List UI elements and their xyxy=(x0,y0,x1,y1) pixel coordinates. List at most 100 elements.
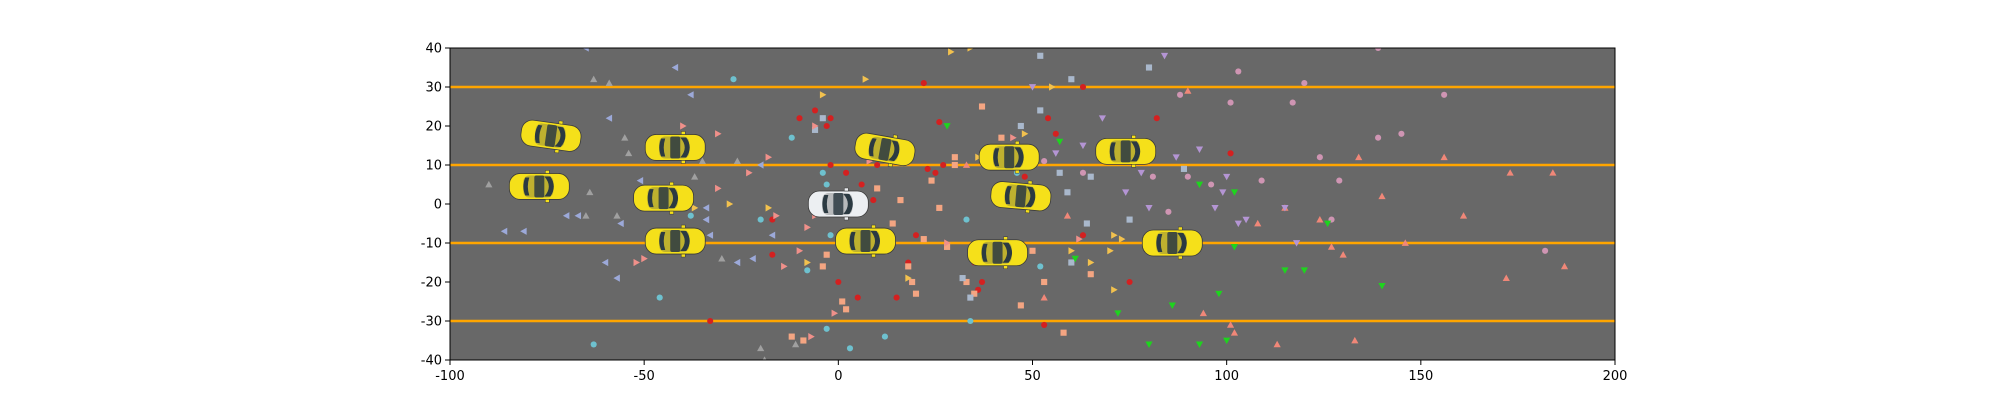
circle-marker xyxy=(1177,91,1184,98)
circle-marker xyxy=(1227,150,1234,157)
circle-marker xyxy=(1375,134,1382,141)
circle-marker xyxy=(823,122,830,130)
triangle-right-marker xyxy=(862,75,870,83)
triangle-right-marker xyxy=(1107,247,1114,255)
circle-marker xyxy=(1044,115,1052,122)
triangle-left-marker xyxy=(500,227,508,235)
vehicle xyxy=(633,181,694,215)
triangle-down-marker xyxy=(1215,290,1223,298)
triangle-down-marker xyxy=(1145,341,1153,348)
triangle-up-marker xyxy=(1254,219,1262,227)
triangle-up-marker xyxy=(1459,212,1468,219)
circle-marker xyxy=(874,161,881,169)
circle-marker xyxy=(1184,173,1191,180)
circle-marker xyxy=(827,115,834,122)
square-marker xyxy=(1017,302,1024,309)
circle-marker xyxy=(1301,80,1308,87)
triangle-up-marker xyxy=(1199,309,1207,317)
circle-marker xyxy=(811,107,819,114)
triangle-down-marker xyxy=(1114,310,1122,317)
triangle-down-marker xyxy=(1160,52,1169,60)
circle-marker xyxy=(1375,48,1382,52)
circle-marker xyxy=(843,169,850,176)
vehicle xyxy=(854,132,916,168)
triangle-up-marker xyxy=(1226,321,1235,328)
circle-marker xyxy=(1258,177,1265,184)
triangle-down-marker xyxy=(1324,220,1332,228)
square-marker xyxy=(928,177,935,184)
triangle-right-marker xyxy=(1111,286,1118,294)
circle-marker xyxy=(1398,130,1405,137)
triangle-up-marker xyxy=(733,157,741,164)
circle-marker xyxy=(1336,177,1343,184)
square-marker xyxy=(811,126,819,133)
circle-marker xyxy=(1208,181,1215,188)
y-tick-label: -30 xyxy=(421,315,442,330)
triangle-right-marker xyxy=(746,169,753,177)
triangle-down-marker xyxy=(1172,154,1180,161)
circle-marker xyxy=(1165,208,1172,215)
circle-marker xyxy=(870,197,877,204)
triangle-left-marker xyxy=(706,231,714,239)
vehicle xyxy=(644,224,706,258)
square-marker xyxy=(905,263,912,270)
triangle-down-marker xyxy=(1378,283,1386,290)
triangle-right-marker xyxy=(715,130,722,138)
circle-marker xyxy=(687,212,694,219)
triangle-down-marker xyxy=(1223,173,1231,181)
square-marker xyxy=(819,263,826,270)
triangle-right-marker xyxy=(948,48,955,56)
triangle-up-marker xyxy=(962,161,971,168)
triangle-left-marker xyxy=(617,219,624,228)
y-tick-label: 20 xyxy=(425,120,442,135)
y-tick-label: -40 xyxy=(421,354,442,369)
square-marker xyxy=(1126,216,1133,223)
square-marker xyxy=(1180,165,1188,172)
circle-marker xyxy=(1041,321,1048,328)
triangle-up-marker xyxy=(1184,87,1192,94)
triangle-left-marker xyxy=(582,48,589,52)
triangle-right-marker xyxy=(691,204,699,212)
triangle-up-marker xyxy=(1316,216,1324,223)
triangle-up-marker xyxy=(1440,153,1448,161)
triangle-right-marker xyxy=(831,309,839,317)
circle-marker xyxy=(707,317,714,325)
vehicle xyxy=(967,236,1028,269)
circle-marker xyxy=(912,232,920,239)
triangle-right-marker xyxy=(804,223,811,231)
x-axis: -100 -50 0 50 100 150 200 xyxy=(435,360,1627,384)
circle-marker xyxy=(788,134,795,141)
triangle-up-marker xyxy=(1327,243,1336,250)
triangle-left-marker xyxy=(520,227,527,235)
triangle-up-marker xyxy=(613,212,621,219)
triangle-right-marker xyxy=(680,122,687,130)
triangle-down-marker xyxy=(1211,205,1219,212)
triangle-down-marker xyxy=(1223,337,1231,345)
triangle-down-marker xyxy=(1281,267,1289,274)
triangle-left-marker xyxy=(687,91,694,99)
circle-marker xyxy=(1079,83,1087,91)
triangle-left-marker xyxy=(613,274,620,282)
triangle-left-marker xyxy=(605,114,613,122)
circle-marker xyxy=(1052,130,1059,137)
circle-marker xyxy=(963,216,970,223)
triangle-up-marker xyxy=(625,149,633,157)
triangle-right-marker xyxy=(726,200,734,208)
circle-marker xyxy=(1126,278,1133,286)
square-marker xyxy=(1087,271,1094,278)
square-marker xyxy=(1145,64,1153,71)
circle-marker xyxy=(730,76,737,83)
circle-marker xyxy=(854,294,861,301)
circle-marker xyxy=(920,80,927,87)
triangle-left-marker xyxy=(733,258,741,267)
triangle-down-marker xyxy=(1052,150,1060,157)
triangle-right-marker xyxy=(1049,83,1056,91)
square-marker xyxy=(1068,259,1075,266)
triangle-right-marker xyxy=(819,91,827,99)
vehicle xyxy=(1095,135,1157,168)
triangle-left-marker xyxy=(749,255,756,263)
circle-marker xyxy=(796,115,803,122)
triangle-down-marker xyxy=(1098,115,1106,122)
triangle-down-marker xyxy=(1195,181,1204,189)
